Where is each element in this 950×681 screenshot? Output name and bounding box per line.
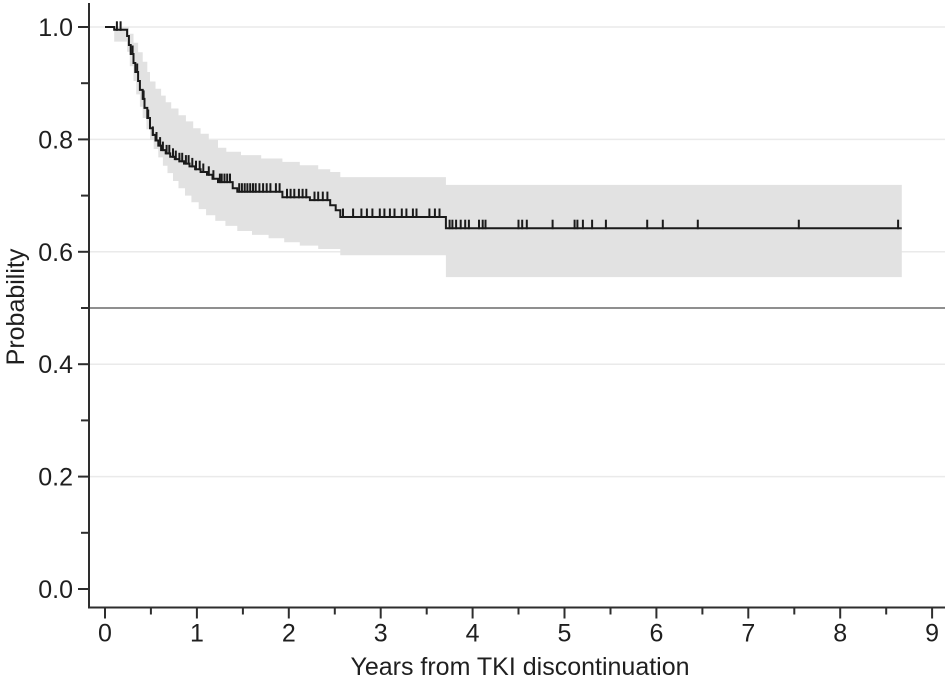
y-tick-label-0.6: 0.6 [38,239,73,267]
x-tick-label-5: 5 [558,620,572,648]
x-tick-label-0: 0 [98,620,112,648]
y-tick-label-0.0: 0.0 [38,576,73,604]
y-ticks: 0.0 0.2 0.4 0.6 0.8 1.0 [38,14,89,604]
censor-ticks [115,21,900,230]
x-axis-label: Years from TKI discontinuation [350,653,689,681]
x-tick-label-7: 7 [741,620,755,648]
y-tick-label-0.8: 0.8 [38,126,73,154]
x-tick-label-6: 6 [649,620,663,648]
confidence-band-group [114,27,902,278]
x-tick-label-8: 8 [833,620,847,648]
y-tick-label-0.2: 0.2 [38,464,73,492]
survival-curve [105,26,902,230]
x-tick-label-1: 1 [190,620,204,648]
x-tick-label-4: 4 [466,620,480,648]
y-tick-label-0.4: 0.4 [38,351,73,379]
x-ticks: 0 1 2 3 4 5 6 7 8 9 [98,607,939,648]
x-tick-label-3: 3 [374,620,388,648]
x-tick-label-2: 2 [282,620,296,648]
axes [88,3,945,609]
axis-labels: Years from TKI discontinuation Probabilit… [2,248,690,681]
survival-curve-group [105,26,902,230]
x-tick-label-9: 9 [925,620,939,648]
confidence-band [114,27,902,278]
y-tick-label-1.0: 1.0 [38,14,73,42]
y-axis-label: Probability [2,248,30,365]
